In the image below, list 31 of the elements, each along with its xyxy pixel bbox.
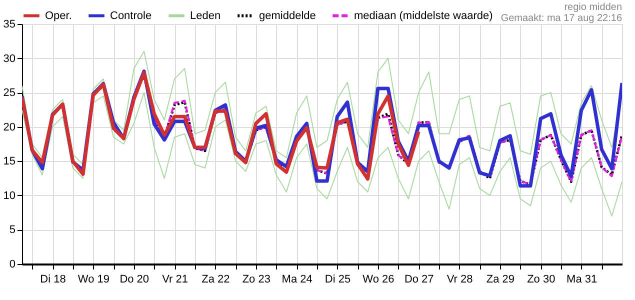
x-tick-label: Ma 24 — [282, 274, 312, 286]
y-tick-label: 0 — [9, 258, 16, 270]
y-tick-label: 20 — [3, 121, 16, 134]
line-series — [22, 92, 622, 216]
x-tick-label: Di 18 — [40, 274, 66, 286]
x-tick-label: Za 29 — [486, 274, 515, 286]
x-tick-label: Vr 21 — [162, 274, 188, 286]
line-series — [22, 70, 420, 181]
legend-label: Leden — [190, 10, 221, 22]
y-tick-label: 5 — [9, 224, 16, 236]
y-tick-label: 30 — [3, 52, 16, 65]
x-tick-label: Di 25 — [324, 274, 351, 286]
text: regio midden — [564, 2, 622, 13]
x-tick-label: Wo 26 — [362, 274, 394, 286]
y-tick-label: 15 — [3, 156, 16, 168]
x-tick-label: Zo 30 — [527, 274, 556, 286]
x-tick-label: Za 22 — [202, 274, 230, 286]
y-tick-label: 35 — [3, 18, 16, 30]
legend-label: mediaan (middelste waarde) — [354, 10, 493, 22]
x-tick-label: Do 27 — [404, 274, 434, 286]
x-tick-label: Zo 23 — [242, 274, 270, 286]
legend-label: Oper. — [45, 10, 72, 22]
legend-label: gemiddelde — [259, 10, 316, 22]
x-tick-label: Do 20 — [120, 274, 150, 286]
x-tick-label: Ma 31 — [566, 274, 598, 286]
text: Gemaakt: ma 17 aug 22:16 — [500, 13, 622, 24]
y-tick-label: 25 — [3, 87, 16, 100]
y-tick-label: 10 — [3, 190, 16, 202]
legend-label: Controle — [110, 10, 152, 22]
x-tick-label: Wo 19 — [78, 274, 110, 286]
x-tick-label: Vr 28 — [446, 274, 473, 286]
